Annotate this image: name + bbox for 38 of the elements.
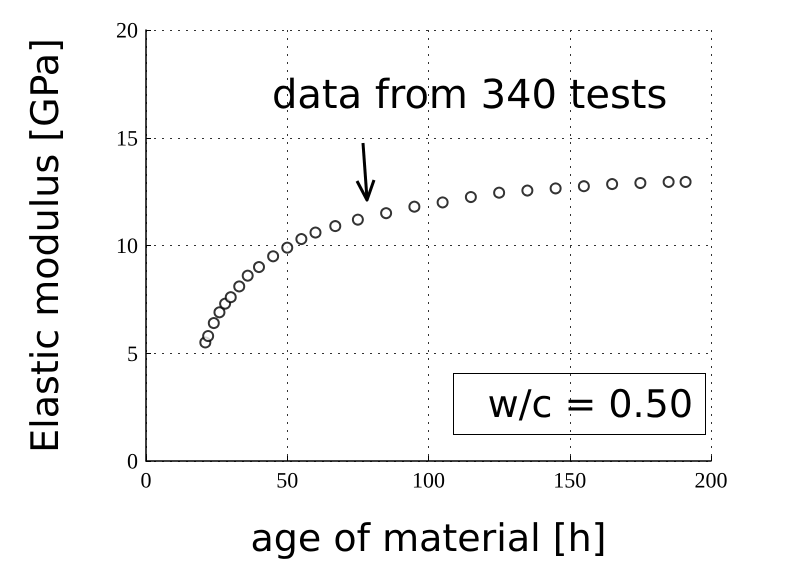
y-tick-label: 15 <box>116 125 138 150</box>
point <box>634 177 646 189</box>
point <box>224 291 237 304</box>
point <box>380 207 392 220</box>
point <box>436 196 449 208</box>
x-axis-title: age of material [h] <box>250 516 606 560</box>
y-axis-title: Elastic modulus [GPa] <box>23 38 67 453</box>
x-tick-label: 200 <box>694 468 728 492</box>
point <box>213 306 226 318</box>
point <box>662 176 675 188</box>
point <box>550 182 562 194</box>
annotation: w/c = 0.50 <box>452 373 706 435</box>
point <box>521 184 534 197</box>
point <box>606 178 618 190</box>
point <box>253 261 265 274</box>
point <box>295 233 308 246</box>
x-tick-label: 50 <box>276 468 298 492</box>
point <box>464 191 477 204</box>
point <box>233 280 246 292</box>
point <box>329 220 342 232</box>
y-tick-label: 20 <box>116 18 138 42</box>
point <box>352 214 364 226</box>
x-tick-label: 150 <box>553 468 586 492</box>
annotation: data from 340 tests <box>272 72 668 118</box>
point <box>202 330 214 342</box>
point <box>208 317 220 330</box>
point <box>408 200 420 213</box>
point <box>680 176 692 188</box>
point <box>267 250 280 262</box>
point <box>310 226 322 239</box>
point <box>578 180 590 192</box>
point <box>281 242 294 254</box>
x-tick-label: 100 <box>412 468 445 492</box>
point <box>242 270 254 282</box>
point <box>493 186 506 199</box>
y-tick-label: 5 <box>127 340 138 366</box>
y-tick-label: 10 <box>116 233 138 258</box>
y-tick-label: 0 <box>127 448 138 474</box>
